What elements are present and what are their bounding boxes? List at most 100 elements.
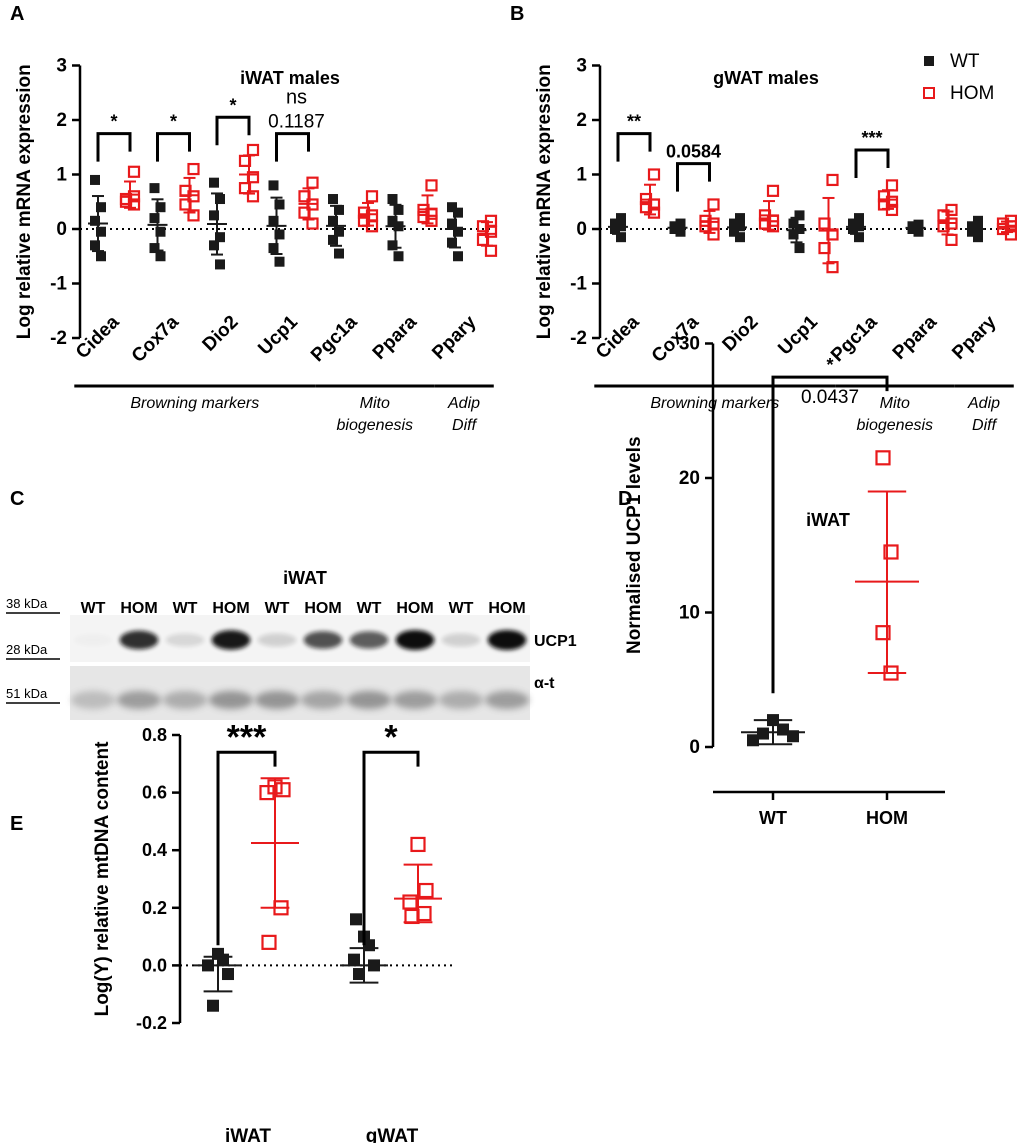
y-axis-label: Log(Y) relative mtDNA content [92, 741, 113, 1016]
chart-title: iWAT [806, 510, 850, 530]
tubulin-band [392, 691, 438, 709]
data-point-hom [273, 900, 289, 916]
data-point-wt [967, 226, 977, 237]
chart-y-tick-label: 3 [576, 56, 587, 77]
chart-y-tick-label: 0 [689, 737, 700, 758]
data-point-wt [610, 224, 620, 234]
data-point-wt [735, 221, 745, 232]
significance-3-label: ns [286, 87, 307, 109]
significance-0-bracket [616, 132, 652, 162]
data-point-wt [854, 213, 864, 224]
data-point-hom [996, 217, 1010, 230]
data-point-wt [215, 259, 225, 270]
chart-y-tick-label: -0.2 [136, 1013, 167, 1033]
data-point-wt [854, 232, 864, 243]
data-point-hom [402, 894, 418, 910]
x-tick-label-dio2: Dio2 [719, 312, 763, 356]
data-point-wt [848, 224, 858, 234]
data-point-hom [179, 184, 192, 197]
lane-label-hom: HOM [304, 600, 341, 617]
chart-y-tick-label: 0.4 [142, 840, 167, 860]
data-point-wt [794, 210, 805, 221]
data-point-wt [453, 226, 463, 237]
data-point-wt [209, 240, 219, 251]
tubulin-band [254, 691, 300, 709]
x-tick-label-wt: WT [759, 808, 787, 828]
panel-d: iWAT Normalised UCP1 levels 0 10 20 30 WT HOM * 0… [624, 334, 945, 828]
lane-label-hom: HOM [212, 600, 249, 617]
significance-bracket [771, 375, 889, 694]
data-point-hom [238, 182, 252, 195]
legend-wt-marker [924, 56, 934, 66]
x-tick-label-ppara: Ppara [369, 311, 421, 363]
data-point-wt [209, 177, 219, 188]
data-point-hom [418, 882, 434, 899]
data-point-hom [883, 665, 899, 681]
x-tick-label-pgc1a: Pgc1a [827, 311, 882, 366]
data-point-hom [699, 214, 712, 227]
data-point-hom [707, 198, 720, 211]
chart-y-tick-label: 2 [56, 110, 67, 131]
group-label: Browning markers [130, 395, 259, 412]
tubulin-band [208, 691, 254, 709]
x-tick-label-cox7a: Cox7a [128, 311, 183, 366]
data-point-wt [729, 218, 739, 229]
data-point-wt [328, 234, 338, 245]
data-point-hom [417, 203, 430, 217]
x-tick-label-pgc1a: Pgc1a [307, 311, 362, 366]
group-label: biogenesis [337, 417, 414, 434]
significance-p-value: 0.0437 [801, 387, 859, 408]
data-point-hom [885, 179, 899, 192]
significance-0-bracket [96, 132, 132, 162]
data-point-wt [393, 204, 404, 215]
data-point-hom [306, 198, 319, 211]
x-tick-label-ppary: Ppary [428, 311, 480, 363]
data-point-wt [907, 221, 918, 232]
tubulin-band [346, 691, 392, 709]
lane-label-wt: WT [81, 600, 106, 617]
data-point-wt [913, 219, 924, 230]
chart-y-tick-label: 0.6 [142, 783, 167, 803]
data-point-hom [425, 214, 438, 227]
data-point-wt [794, 224, 805, 234]
data-point-wt [268, 215, 279, 226]
significance-bracket [362, 750, 420, 946]
data-point-wt [90, 240, 100, 251]
data-point-hom [818, 241, 831, 255]
ucp1-band [119, 630, 159, 650]
data-point-wt [202, 959, 214, 972]
data-point-wt [90, 174, 100, 185]
chart-y-tick-label: -2 [50, 328, 67, 349]
data-point-wt [215, 232, 225, 243]
data-point-wt [447, 218, 457, 229]
chart-y-tick-label: 0 [576, 219, 587, 240]
data-point-hom [476, 233, 490, 246]
data-point-hom [127, 190, 141, 203]
data-point-wt [616, 232, 626, 243]
data-point-hom [1004, 214, 1017, 227]
data-point-hom [261, 934, 277, 950]
panel-letter-e: E [10, 813, 23, 835]
data-point-hom [647, 168, 661, 181]
data-point-hom [818, 217, 831, 230]
lane-label-hom: HOM [488, 600, 525, 617]
data-point-wt [854, 221, 864, 232]
data-point-wt [393, 251, 404, 262]
data-point-hom [758, 217, 772, 230]
data-point-wt [90, 215, 100, 226]
data-point-hom [425, 179, 438, 192]
data-point-hom [119, 192, 133, 206]
significance-3-bracket [275, 132, 310, 162]
x-tick-label-iwat: iWAT [225, 1126, 271, 1143]
data-point-wt [328, 194, 338, 205]
data-point-wt [973, 232, 983, 243]
data-point-wt [149, 183, 160, 194]
data-point-hom [639, 201, 653, 214]
data-point-wt [149, 243, 160, 254]
legend: WT HOM [923, 51, 994, 104]
chart-y-tick-label: 30 [679, 334, 700, 355]
ucp1-band [211, 630, 251, 650]
data-point-wt [334, 204, 344, 215]
data-point-hom [766, 184, 780, 197]
data-point-hom [945, 233, 958, 246]
